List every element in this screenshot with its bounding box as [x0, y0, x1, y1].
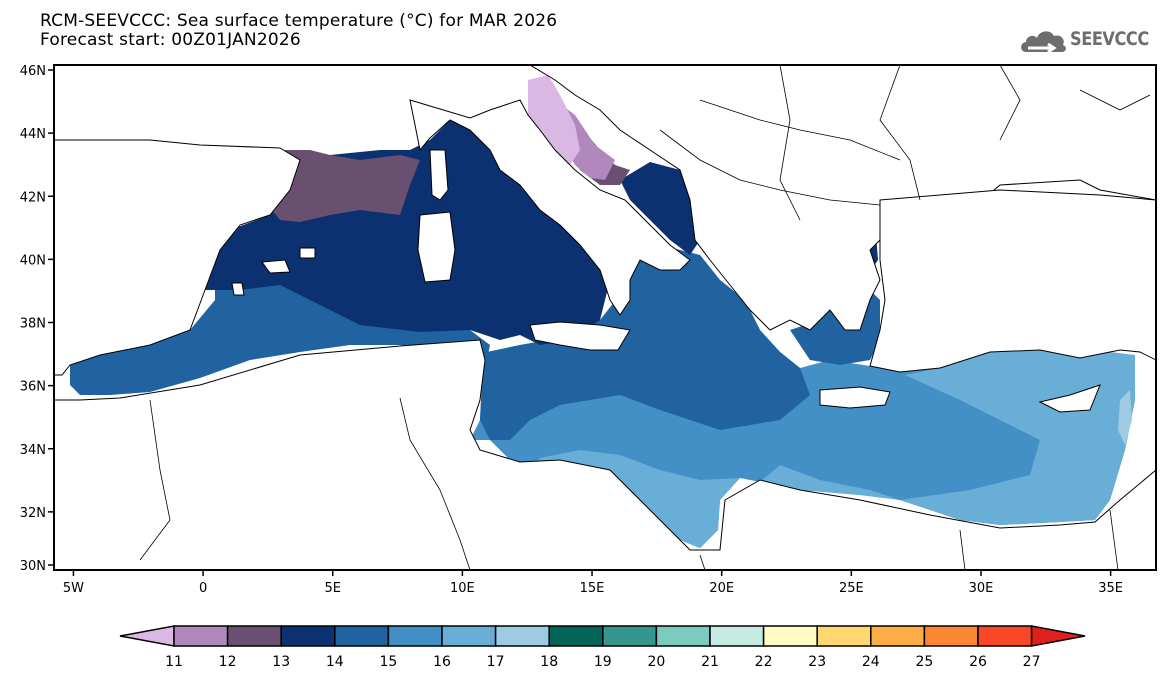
chart-title: RCM-SEEVCCC: Sea surface temperature (°C…	[40, 11, 558, 31]
y-tick-label: 34N	[20, 443, 46, 458]
country-border	[999, 65, 1021, 141]
colorbar-label: 21	[701, 654, 719, 670]
sst-12-13-lion	[272, 150, 420, 222]
country-border	[1109, 509, 1119, 570]
map-frame	[53, 64, 1157, 571]
colorbar-label: 17	[487, 654, 505, 670]
colorbar-label: 19	[594, 654, 612, 670]
country-border	[879, 65, 921, 201]
y-tick-label: 44N	[20, 127, 46, 142]
y-tick-label: 42N	[20, 190, 46, 205]
country-border	[959, 529, 966, 570]
x-axis: 5W 0 5E 10E 15E 20E 25E 30E 35E	[63, 570, 1123, 596]
x-tick-label: 0	[199, 581, 207, 596]
sst-14-15-west	[70, 250, 490, 395]
colorbar-swatch	[387, 625, 443, 647]
y-tick-label: 30N	[20, 559, 46, 574]
colorbar-label: 26	[969, 654, 987, 670]
x-tick-label: 5W	[63, 581, 84, 596]
cloud-icon	[1021, 31, 1066, 54]
x-tick-label: 25E	[839, 581, 864, 596]
country-border	[779, 65, 801, 221]
land-menorca	[299, 247, 316, 259]
y-tick-label: 36N	[20, 380, 46, 395]
colorbar-swatch	[762, 625, 818, 647]
y-tick-label: 46N	[20, 64, 46, 79]
x-tick-label: 20E	[709, 581, 734, 596]
x-tick-label: 15E	[580, 581, 605, 596]
land-cyprus	[1038, 384, 1101, 413]
colorbar-label: 14	[326, 654, 344, 670]
colorbar-swatch	[923, 625, 979, 647]
colorbar-label: 15	[379, 654, 397, 670]
y-axis: 30N 32N 34N 36N 38N 40N 42N 44N 46N	[20, 64, 54, 574]
land-sardinia	[417, 211, 456, 283]
colorbar-label: 20	[647, 654, 665, 670]
forecast-start-subtitle: Forecast start: 00Z01JAN2026	[40, 30, 301, 50]
land-balkans	[529, 65, 1156, 331]
land-italy	[409, 99, 691, 316]
colorbar-label: 16	[433, 654, 451, 670]
y-tick-label: 40N	[20, 253, 46, 268]
land-north-africa	[54, 339, 1156, 570]
country-border	[659, 129, 881, 206]
colorbar-swatch	[977, 625, 1033, 647]
colorbar-below-arrow	[119, 625, 175, 647]
colorbar-swatch	[173, 625, 229, 647]
logo-text: SEEVCCC	[1070, 28, 1149, 50]
colorbar-swatch	[548, 625, 604, 647]
colorbar-swatch	[816, 625, 872, 647]
colorbar-label: 24	[862, 654, 880, 670]
colorbar-swatch	[655, 625, 711, 647]
colorbar-label: 23	[808, 654, 826, 670]
colorbar-label: 12	[219, 654, 237, 670]
sst-16-17-egypt	[760, 465, 930, 510]
colorbar-label: 22	[755, 654, 773, 670]
sst-below-11	[528, 75, 580, 165]
sst-13-14-adriatic	[620, 162, 700, 255]
country-border	[399, 397, 471, 570]
country-border	[1079, 89, 1151, 111]
x-tick-label: 10E	[450, 581, 475, 596]
land-crete	[819, 386, 891, 409]
country-border	[699, 554, 706, 570]
colorbar-label: 18	[540, 654, 558, 670]
coastline-layer	[54, 65, 1156, 570]
country-border	[699, 99, 901, 161]
colorbar-swatch	[494, 625, 550, 647]
colorbar-swatch	[334, 625, 390, 647]
country-border	[139, 399, 171, 561]
colorbar-label: 13	[272, 654, 290, 670]
sst-14-15-ionian	[480, 245, 810, 440]
colorbar-label: 25	[915, 654, 933, 670]
land-anatolia	[869, 189, 1156, 373]
x-tick-label: 35E	[1098, 581, 1123, 596]
x-tick-label: 5E	[324, 581, 341, 596]
colorbar-above-arrow	[1030, 625, 1086, 647]
land-balearics	[261, 259, 291, 274]
colorbar-label: 11	[165, 654, 183, 670]
colorbar-swatch	[441, 625, 497, 647]
colorbar-swatch	[280, 625, 336, 647]
x-tick-label: 30E	[969, 581, 994, 596]
land-sicily	[529, 321, 631, 351]
seevccc-logo: SEEVCCC	[1018, 24, 1158, 56]
colorbar-swatch	[602, 625, 658, 647]
colorbar-swatch	[870, 625, 926, 647]
colorbar-label: 27	[1023, 654, 1041, 670]
land-ibiza	[231, 282, 245, 296]
sst-17-18-levant	[1118, 390, 1132, 445]
colorbar-swatch	[709, 625, 765, 647]
colorbar: 11 12 13 14 15 16 17 18 19 20 21 22 23 24 25 26 27	[119, 625, 1086, 670]
colorbar-swatch	[226, 625, 282, 647]
land-iberia-africa-west	[54, 139, 301, 376]
y-tick-label: 38N	[20, 317, 46, 332]
y-tick-label: 32N	[20, 506, 46, 521]
land-corsica	[429, 149, 449, 201]
